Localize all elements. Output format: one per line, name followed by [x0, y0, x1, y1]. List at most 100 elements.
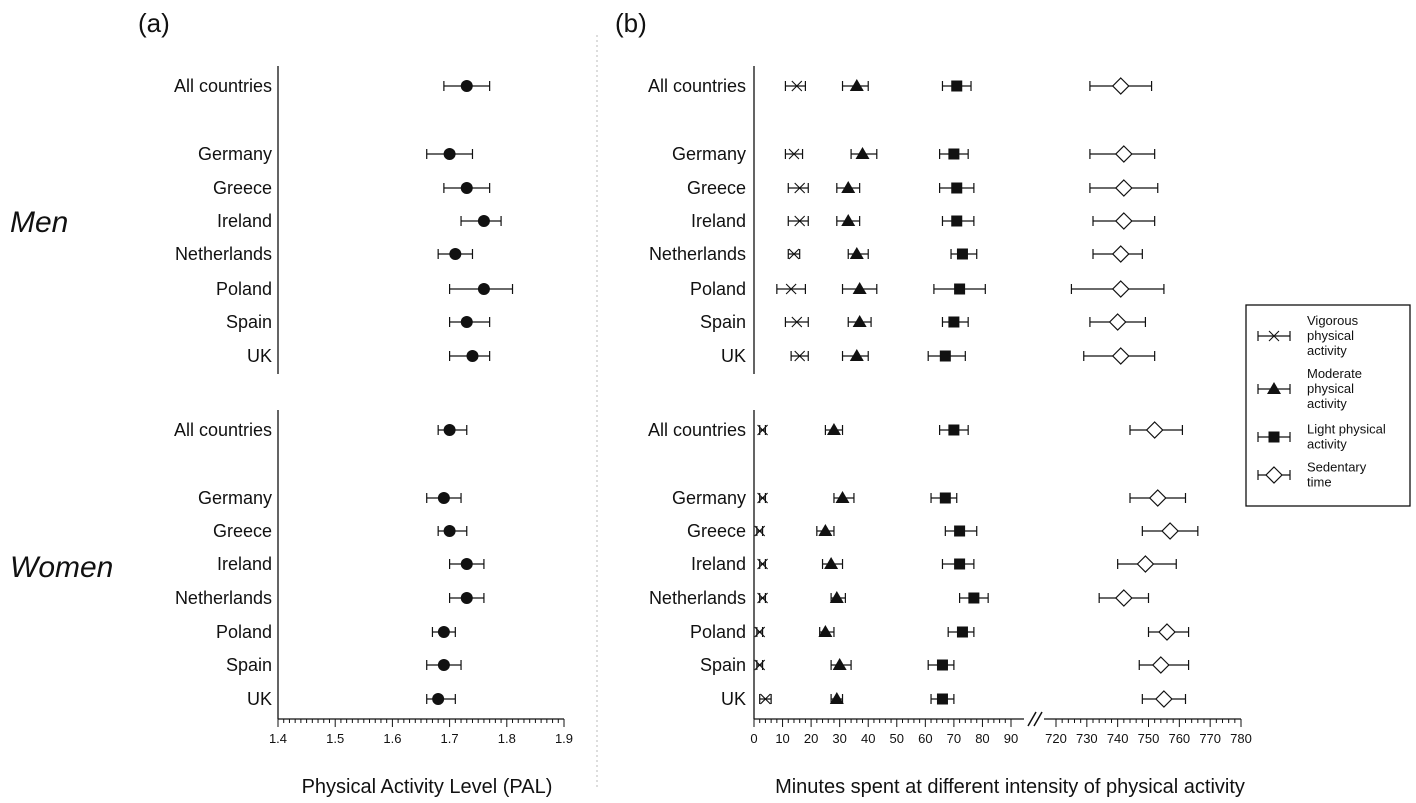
- legend-marker-sedentary: [1265, 466, 1283, 484]
- category-label-a-women-poland: Poland: [216, 622, 272, 642]
- triangle-women-poland-point: [818, 625, 833, 637]
- diamond-men-uk-point: [1111, 347, 1130, 365]
- diamond-men-ireland-point: [1114, 212, 1133, 230]
- cross-women-all-countries-point: [757, 424, 768, 436]
- triangle-women-uk-point: [829, 692, 844, 704]
- legend-marker-vigorous: [1268, 330, 1280, 342]
- category-label-b-women-uk: UK: [721, 689, 746, 709]
- pal-men-all-countries-point: [460, 80, 473, 92]
- diamond-women-poland-point: [1158, 623, 1176, 641]
- pal-men-greece-point: [460, 182, 473, 194]
- category-label-a-women-ireland: Ireland: [217, 554, 272, 574]
- triangle-men-netherlands-point: [849, 247, 864, 259]
- triangle-women-netherlands-point: [829, 591, 844, 603]
- x-tick-label-a-1-5: 1.5: [326, 731, 344, 746]
- x-tick-label-b-750: 750: [1138, 731, 1160, 746]
- triangle-men-germany-point: [855, 147, 870, 159]
- legend-label-sedentary-0: Sedentary: [1307, 460, 1367, 475]
- panel-label-a: (a): [138, 8, 170, 38]
- x-tick-label-b-50: 50: [890, 731, 904, 746]
- category-label-a-men-poland: Poland: [216, 279, 272, 299]
- legend-marker-moderate: [1267, 382, 1281, 394]
- group-label-men: Men: [10, 206, 68, 239]
- category-label-a-men-uk: UK: [247, 346, 272, 366]
- panel-b-plot: 0 10 20 30 40 50 60 70 80 90 720 730 740 750 760 770 780…: [648, 66, 1252, 746]
- category-label-b-men-ireland: Ireland: [691, 211, 746, 231]
- square-women-ireland-point: [954, 558, 966, 570]
- x-tick-label-b-730: 730: [1076, 731, 1098, 746]
- x-tick-label-b-40: 40: [861, 731, 875, 746]
- pal-women-uk-point: [432, 693, 445, 705]
- x-tick-label-b-80: 80: [975, 731, 989, 746]
- cross-women-uk-point: [760, 693, 771, 705]
- triangle-women-all-countries-point: [826, 423, 841, 435]
- category-label-b-women-germany: Germany: [672, 488, 746, 508]
- diamond-women-all-countries-point: [1145, 421, 1164, 439]
- cross-men-ireland-error-bar: [787, 216, 809, 226]
- triangle-men-ireland-point: [841, 214, 856, 226]
- triangle-men-poland-point: [852, 282, 867, 294]
- triangle-women-spain-point: [832, 658, 847, 670]
- triangle-women-germany-point: [835, 491, 850, 503]
- legend-label-vigorous-2: activity: [1307, 343, 1347, 358]
- category-label-b-women-spain: Spain: [700, 655, 746, 675]
- cross-women-ireland-point: [757, 558, 768, 570]
- cross-men-ireland-point: [794, 215, 806, 227]
- legend-label-vigorous-1: physical: [1307, 328, 1354, 343]
- square-women-all-countries-point: [948, 424, 960, 436]
- legend-label-light-1: activity: [1307, 437, 1347, 452]
- panel-label-b: (b): [615, 8, 647, 38]
- cross-women-poland-point: [754, 626, 766, 638]
- legend-marker-light: [1268, 431, 1280, 443]
- square-men-uk-point: [939, 350, 951, 362]
- x-tick-label-a-1-8: 1.8: [498, 731, 516, 746]
- category-label-b-women-ireland: Ireland: [691, 554, 746, 574]
- square-women-netherlands-point: [968, 592, 980, 604]
- category-label-b-men-netherlands: Netherlands: [649, 244, 746, 264]
- x-tick-label-b-10: 10: [775, 731, 789, 746]
- category-label-b-women-poland: Poland: [690, 622, 746, 642]
- category-label-b-men-greece: Greece: [687, 178, 746, 198]
- cross-men-spain-point: [791, 316, 803, 328]
- category-label-a-women-germany: Germany: [198, 488, 272, 508]
- square-men-poland-point: [954, 283, 966, 295]
- axis-break-mark: [1027, 711, 1043, 727]
- x-tick-label-b-90: 90: [1004, 731, 1018, 746]
- category-label-b-men-spain: Spain: [700, 312, 746, 332]
- cross-men-greece-point: [794, 182, 806, 194]
- square-men-spain-point: [948, 316, 960, 328]
- category-label-b-women-netherlands: Netherlands: [649, 588, 746, 608]
- category-label-a-men-greece: Greece: [213, 178, 272, 198]
- pal-men-netherlands-point: [449, 248, 462, 260]
- diamond-men-poland-point: [1111, 280, 1130, 298]
- x-tick-label-b-720: 720: [1045, 731, 1067, 746]
- x-tick-label-b-20: 20: [804, 731, 818, 746]
- legend-label-sedentary-1: time: [1307, 475, 1332, 490]
- pal-men-ireland-point: [477, 215, 490, 227]
- cross-men-all-countries-error-bar: [784, 81, 806, 91]
- triangle-men-uk-point: [849, 349, 864, 361]
- square-women-uk-point: [936, 693, 948, 705]
- cross-men-germany-point: [788, 148, 800, 160]
- legend-label-light-0: Light physical: [1307, 422, 1386, 437]
- x-tick-label-b-0: 0: [750, 731, 757, 746]
- pal-women-spain-point: [437, 659, 450, 671]
- x-tick-label-a-1-9: 1.9: [555, 731, 573, 746]
- cross-women-germany-point: [757, 492, 768, 504]
- category-label-b-women-all-countries: All countries: [648, 420, 746, 440]
- square-women-germany-point: [939, 492, 951, 504]
- pal-men-germany-point: [443, 148, 456, 160]
- x-tick-label-a-1-6: 1.6: [383, 731, 401, 746]
- square-men-all-countries-point: [951, 80, 963, 92]
- cross-men-netherlands-point: [788, 248, 800, 260]
- pal-women-all-countries-point: [443, 424, 456, 436]
- triangle-women-greece-point: [818, 524, 833, 536]
- legend: VigorousphysicalactivityModeratephysical…: [1245, 304, 1411, 507]
- diamond-men-spain-point: [1108, 313, 1127, 331]
- cross-men-uk-point: [794, 350, 806, 362]
- category-label-b-men-uk: UK: [721, 346, 746, 366]
- x-tick-label-b-770: 770: [1199, 731, 1221, 746]
- legend-label-moderate-0: Moderate: [1307, 366, 1362, 381]
- square-men-greece-point: [951, 182, 963, 194]
- category-label-b-men-germany: Germany: [672, 144, 746, 164]
